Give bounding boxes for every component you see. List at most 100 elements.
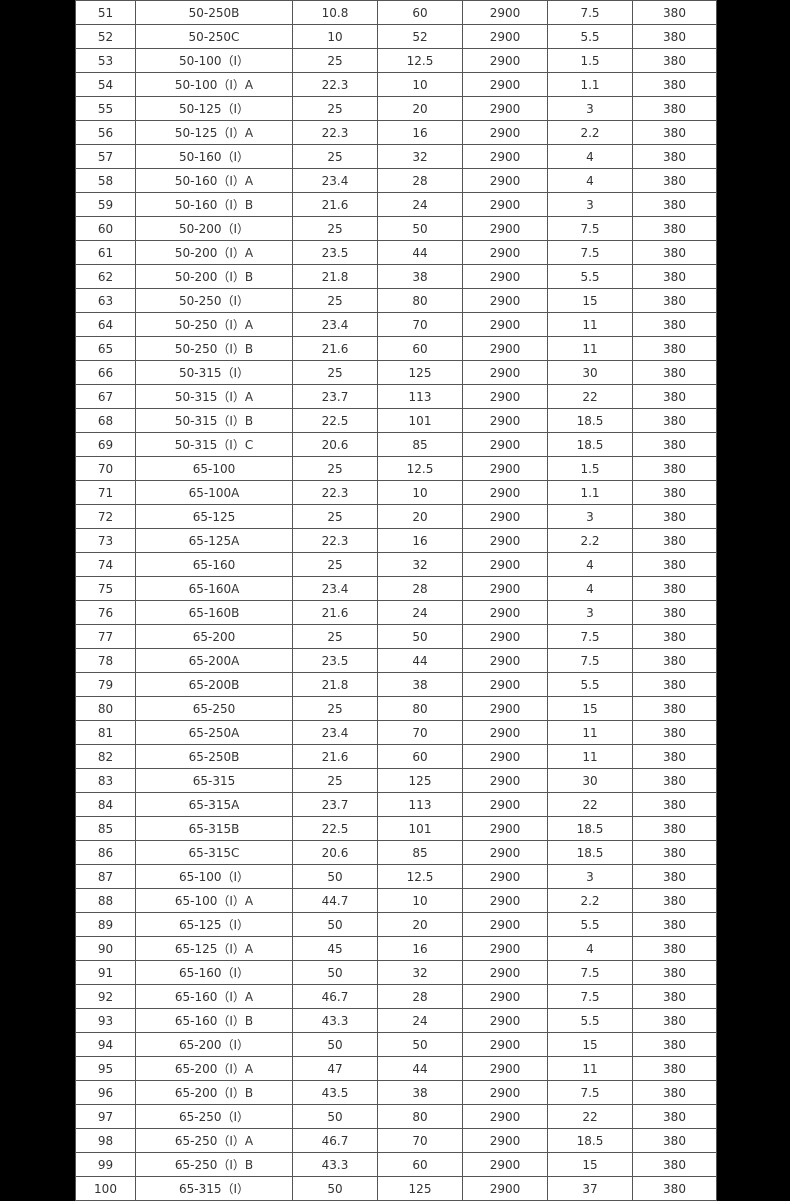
cell-col5-cell: 2900 [462,144,548,169]
cell-col7-cell: 380 [632,24,717,49]
cell-col7-cell: 380 [632,744,717,769]
table-row: 61 50-200（I）A 23.5 44 2900 7.5 380 [75,240,717,265]
cell-col3-cell: 22.5 [292,408,378,433]
cell-col7-cell: 380 [632,120,717,145]
cell-col3-cell: 50 [292,1032,378,1057]
cell-col3-cell: 10 [292,24,378,49]
cell-col3-cell: 20.6 [292,840,378,865]
row-number-cell: 89 [75,912,136,937]
cell-col4-cell: 32 [377,552,463,577]
cell-col5-cell: 2900 [462,72,548,97]
cell-col4-cell: 10 [377,480,463,505]
cell-col7-cell: 380 [632,96,717,121]
row-number-cell: 81 [75,720,136,745]
cell-col5-cell: 2900 [462,792,548,817]
table-row: 72 65-125 25 20 2900 3 380 [75,504,717,529]
table-row: 77 65-200 25 50 2900 7.5 380 [75,624,717,649]
cell-col7-cell: 380 [632,576,717,601]
cell-col4-cell: 70 [377,312,463,337]
row-number-cell: 74 [75,552,136,577]
row-number-cell: 65 [75,336,136,361]
cell-col5-cell: 2900 [462,336,548,361]
table-row: 95 65-200（I）A 47 44 2900 11 380 [75,1056,717,1081]
cell-col6-cell: 22 [547,1104,633,1129]
cell-col7-cell: 380 [632,1056,717,1081]
row-number-cell: 59 [75,192,136,217]
model-cell: 65-315 [135,768,293,793]
model-cell: 50-315（I）B [135,408,293,433]
table-row: 84 65-315A 23.7 113 2900 22 380 [75,792,717,817]
model-cell: 65-200 [135,624,293,649]
cell-col6-cell: 22 [547,792,633,817]
model-cell: 50-250（I）A [135,312,293,337]
model-cell: 65-315A [135,792,293,817]
cell-col6-cell: 4 [547,144,633,169]
model-cell: 65-200（I）B [135,1080,293,1105]
cell-col6-cell: 1.1 [547,480,633,505]
cell-col5-cell: 2900 [462,504,548,529]
cell-col4-cell: 60 [377,1152,463,1177]
row-number-cell: 90 [75,936,136,961]
cell-col4-cell: 28 [377,576,463,601]
table-row: 90 65-125（I）A 45 16 2900 4 380 [75,936,717,961]
cell-col3-cell: 23.4 [292,576,378,601]
cell-col3-cell: 23.5 [292,648,378,673]
cell-col7-cell: 380 [632,936,717,961]
cell-col6-cell: 2.2 [547,120,633,145]
table-row: 55 50-125（I） 25 20 2900 3 380 [75,96,717,121]
table-row: 88 65-100（I）A 44.7 10 2900 2.2 380 [75,888,717,913]
cell-col3-cell: 22.3 [292,528,378,553]
cell-col3-cell: 22.5 [292,816,378,841]
row-number-cell: 54 [75,72,136,97]
cell-col5-cell: 2900 [462,768,548,793]
cell-col6-cell: 7.5 [547,624,633,649]
cell-col5-cell: 2900 [462,648,548,673]
cell-col6-cell: 18.5 [547,840,633,865]
cell-col7-cell: 380 [632,240,717,265]
row-number-cell: 69 [75,432,136,457]
table-row: 76 65-160B 21.6 24 2900 3 380 [75,600,717,625]
cell-col7-cell: 380 [632,1080,717,1105]
row-number-cell: 76 [75,600,136,625]
model-cell: 65-100（I） [135,864,293,889]
cell-col6-cell: 5.5 [547,912,633,937]
cell-col5-cell: 2900 [462,1128,548,1153]
model-cell: 65-125（I） [135,912,293,937]
cell-col3-cell: 25 [292,768,378,793]
cell-col7-cell: 380 [632,816,717,841]
model-cell: 65-160（I）A [135,984,293,1009]
cell-col6-cell: 3 [547,192,633,217]
cell-col3-cell: 45 [292,936,378,961]
cell-col3-cell: 23.5 [292,240,378,265]
table-row: 98 65-250（I）A 46.7 70 2900 18.5 380 [75,1128,717,1153]
cell-col6-cell: 2.2 [547,528,633,553]
cell-col5-cell: 2900 [462,408,548,433]
cell-col4-cell: 12.5 [377,456,463,481]
cell-col5-cell: 2900 [462,1032,548,1057]
cell-col5-cell: 2900 [462,48,548,73]
row-number-cell: 52 [75,24,136,49]
cell-col7-cell: 380 [632,1152,717,1177]
cell-col4-cell: 44 [377,648,463,673]
cell-col4-cell: 12.5 [377,48,463,73]
cell-col3-cell: 44.7 [292,888,378,913]
row-number-cell: 78 [75,648,136,673]
row-number-cell: 86 [75,840,136,865]
cell-col3-cell: 46.7 [292,1128,378,1153]
row-number-cell: 73 [75,528,136,553]
cell-col4-cell: 28 [377,168,463,193]
cell-col6-cell: 5.5 [547,672,633,697]
cell-col6-cell: 7.5 [547,1080,633,1105]
row-number-cell: 98 [75,1128,136,1153]
cell-col5-cell: 2900 [462,120,548,145]
cell-col7-cell: 380 [632,672,717,697]
cell-col6-cell: 2.2 [547,888,633,913]
cell-col7-cell: 380 [632,336,717,361]
row-number-cell: 51 [75,0,136,25]
row-number-cell: 55 [75,96,136,121]
cell-col6-cell: 1.1 [547,72,633,97]
row-number-cell: 95 [75,1056,136,1081]
cell-col5-cell: 2900 [462,552,548,577]
cell-col4-cell: 38 [377,672,463,697]
cell-col6-cell: 30 [547,360,633,385]
